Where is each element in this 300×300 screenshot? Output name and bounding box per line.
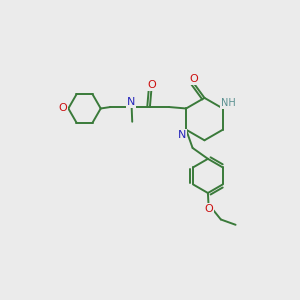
Text: N: N bbox=[178, 130, 186, 140]
Text: O: O bbox=[189, 74, 198, 84]
Text: O: O bbox=[147, 80, 156, 90]
Text: N: N bbox=[127, 97, 136, 107]
Text: NH: NH bbox=[221, 98, 236, 108]
Text: O: O bbox=[58, 103, 67, 113]
Text: O: O bbox=[205, 204, 214, 214]
